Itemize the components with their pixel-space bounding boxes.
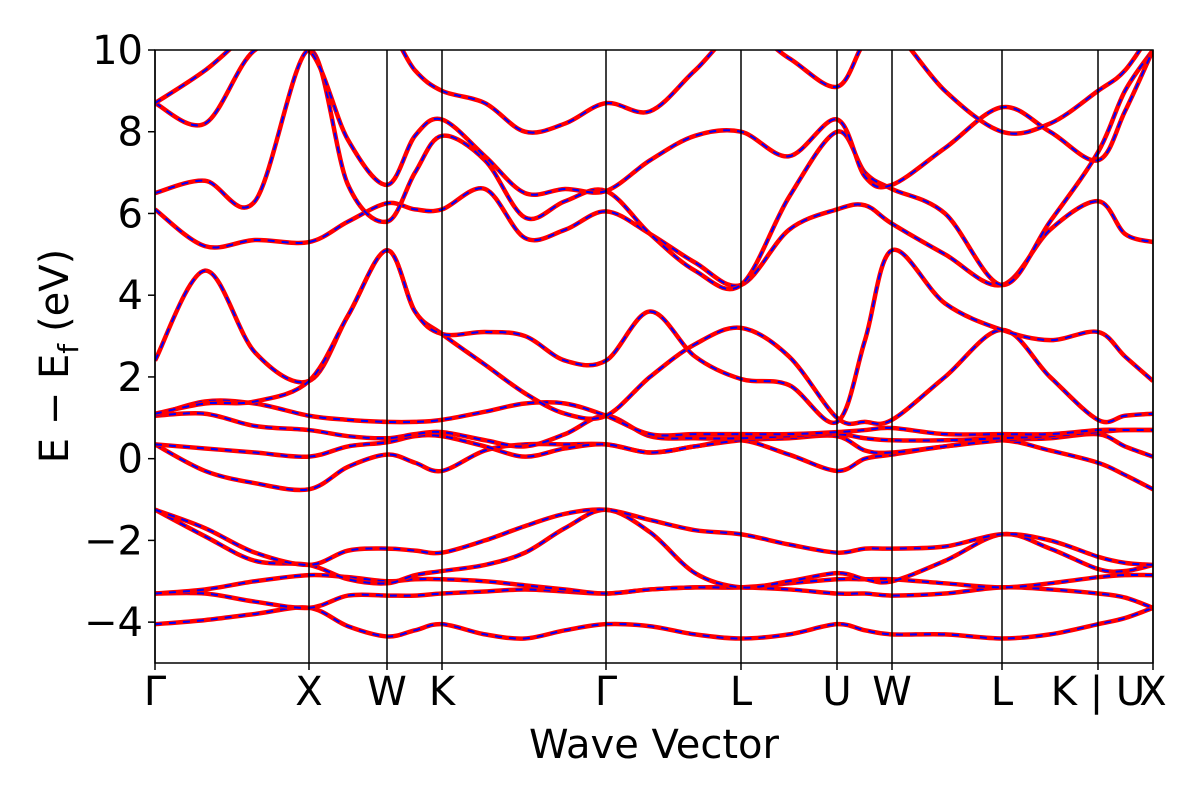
x-tick-label: W (872, 669, 912, 715)
bands (155, 50, 1153, 641)
band-overlay (155, 606, 1153, 640)
band-line (155, 50, 1153, 197)
y-label-main: E − E (32, 354, 78, 464)
band-overlay (155, 50, 1153, 196)
y-tick-label: 6 (118, 191, 143, 237)
x-tick-label: L (991, 669, 1014, 715)
y-tick-label: −4 (84, 600, 143, 646)
plot-frame (154, 49, 1154, 664)
y-axis-label: E − Ef (eV) (32, 249, 85, 464)
band-line (155, 247, 1153, 427)
y-tick-label: 10 (92, 28, 143, 74)
band-overlay (155, 248, 1153, 424)
y-tick-label: 0 (118, 437, 143, 483)
band-line (155, 605, 1153, 641)
band-overlay (155, 439, 1153, 491)
band-overlay (155, 586, 1153, 609)
band-line (155, 572, 1153, 596)
x-tick-label: K | U (1051, 669, 1145, 715)
y-tick-label: 2 (118, 355, 143, 401)
y-tick-label: 4 (118, 273, 143, 319)
x-tick-label: L (730, 669, 753, 715)
y-label-sub: f (52, 343, 85, 354)
band-line (155, 50, 1153, 292)
x-tick-label: X (295, 669, 322, 715)
x-tick-label: Γ (595, 669, 618, 715)
y-label-unit: (eV) (32, 249, 78, 332)
band-overlay (155, 50, 1153, 291)
band-overlay (155, 249, 1153, 425)
x-tick-label: W (367, 669, 407, 715)
band-line (155, 50, 1143, 136)
x-tick-label: Γ (144, 669, 167, 715)
x-tick-label: K (429, 669, 457, 715)
x-tick-label: X (1139, 669, 1166, 715)
x-tick-label: U (822, 669, 851, 715)
band-line (155, 437, 1153, 493)
x-axis-label: Wave Vector (529, 722, 780, 768)
band-overlay (155, 50, 1142, 135)
y-tick-label: 8 (118, 110, 143, 156)
band-line (155, 247, 1153, 426)
y-tick-label: −2 (84, 518, 143, 564)
